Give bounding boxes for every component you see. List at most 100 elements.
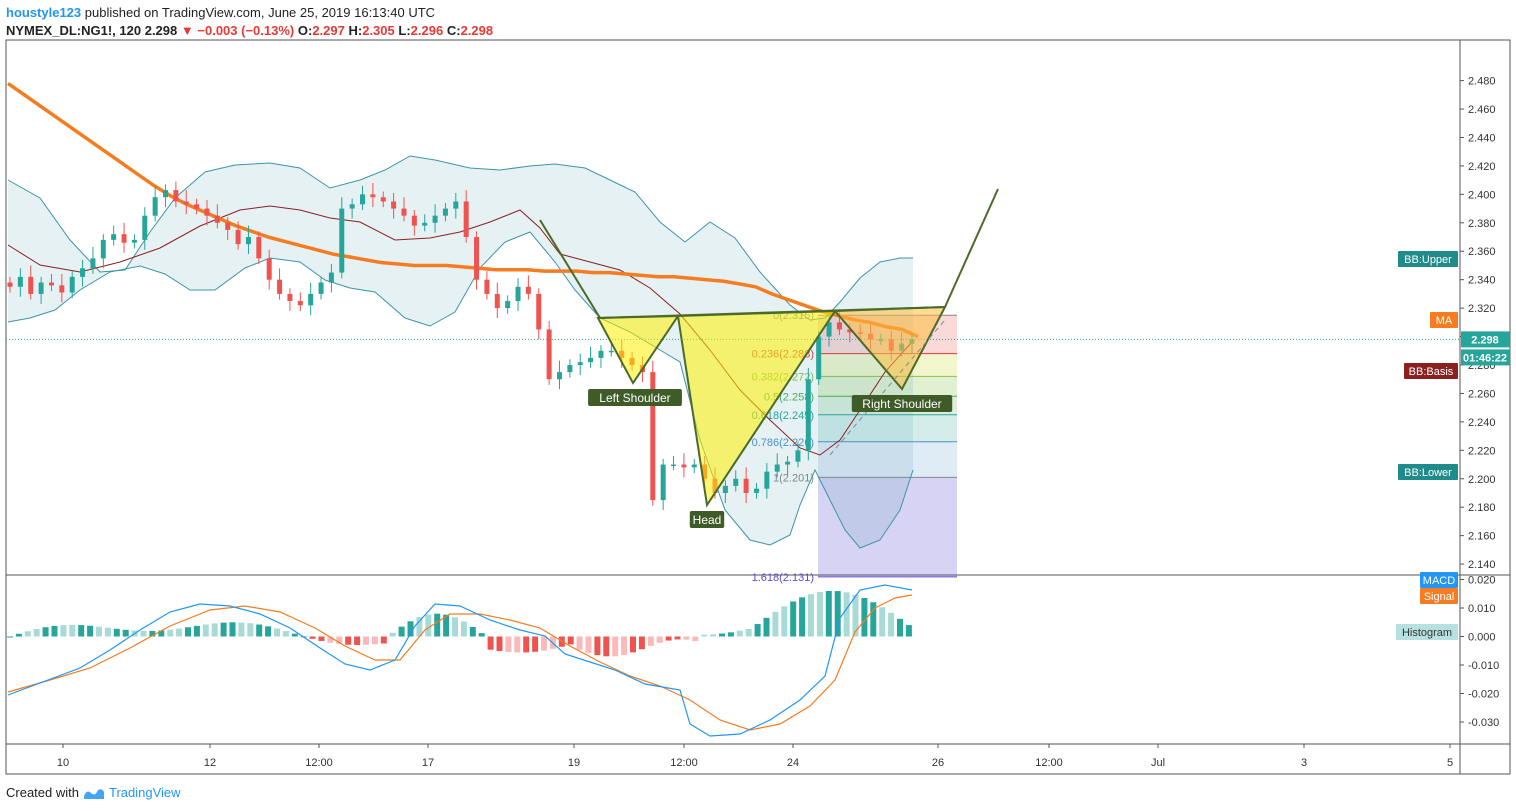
candle-body [795, 450, 801, 462]
macd-histogram-bar [719, 633, 725, 637]
time-tick-label: 10 [57, 757, 69, 769]
macd-histogram-bar [309, 636, 316, 639]
candle-body [588, 357, 594, 363]
macd-histogram-bar [291, 633, 298, 637]
macd-histogram-bar [701, 634, 708, 637]
author-name[interactable]: houstyle123 [6, 5, 82, 20]
fib-zone [818, 441, 957, 478]
macd-histogram-bar [861, 597, 868, 637]
down-arrow-icon: ▼ [180, 23, 194, 38]
right-shoulder-label-bg [851, 395, 953, 412]
candle-body [785, 461, 791, 465]
fib-level-label: 1.618(2.131) [752, 572, 814, 584]
candle-body [100, 239, 106, 259]
price-tick-label: 2.480 [1468, 76, 1496, 88]
fib-zone [818, 477, 957, 577]
candle-body [525, 286, 531, 294]
bb-lower-line [7, 231, 914, 549]
candle-body [733, 478, 739, 486]
macd-histogram-bar [407, 621, 414, 637]
macd-histogram-bar [754, 624, 761, 637]
macd-histogram-bar [33, 629, 40, 637]
macd-histogram-bar [834, 591, 841, 637]
macd-histogram-bar [140, 630, 147, 637]
head-label-bg [689, 511, 725, 528]
close-value: 2.298 [460, 23, 494, 38]
candle-body [297, 301, 303, 306]
candle-body [577, 362, 583, 365]
candle-body [266, 258, 272, 280]
macd-histogram-bar [363, 636, 369, 645]
candle-body [370, 194, 376, 198]
time-tick-label: 12:00 [1035, 757, 1063, 769]
macd-histogram-bar [96, 626, 102, 637]
current-price-tag: 2.298 [1471, 334, 1499, 346]
macd-signal-line [7, 594, 913, 731]
candle-body [474, 237, 480, 280]
signal-tag-bg [1420, 588, 1458, 604]
macd-histogram-bar [327, 636, 334, 643]
macd-histogram-bar [193, 625, 200, 637]
macd-histogram-bar [870, 602, 877, 637]
macd-histogram-bar [736, 630, 743, 637]
candle-body [422, 222, 428, 226]
macd-histogram-bar [87, 625, 94, 637]
macd-histogram-bar [274, 628, 280, 637]
price-change: −0.003 (−0.13%) [197, 23, 295, 38]
candle-body [681, 464, 687, 468]
macd-histogram-bar [763, 617, 770, 637]
candle-body [17, 276, 23, 287]
macd-histogram-bar [710, 634, 717, 637]
symbol-label: NYMEX_DL:NG1!, 120 [6, 23, 142, 38]
candle-body [484, 279, 490, 294]
price-tick-label: 2.380 [1468, 218, 1496, 230]
macd-histogram-bar [389, 632, 396, 637]
candle-body [722, 485, 728, 493]
bb-basis-line [7, 205, 913, 456]
price-chart[interactable]: 2.480 2.460 2.440 2.420 2.400 2.380 2.360 2.340… [0, 0, 1516, 780]
macd-histogram-bar [825, 590, 832, 637]
bb-basis-tag: BB:Basis [1409, 366, 1454, 378]
low-label: L: [398, 23, 411, 38]
candle-body [48, 282, 54, 286]
macd-histogram-bar [51, 625, 58, 637]
ma-tag-bg [1430, 312, 1458, 328]
macd-histogram-bar [799, 597, 806, 637]
macd-histogram-bar [247, 623, 254, 637]
macd-histogram-bar [202, 624, 209, 637]
bb-lower-tag-bg [1398, 464, 1458, 480]
macd-histogram-bar [371, 636, 378, 645]
candle-body [826, 322, 832, 337]
candle-body [380, 197, 386, 202]
bollinger-band-fill [8, 156, 913, 548]
candle-body [774, 464, 780, 472]
candle-body [432, 215, 438, 223]
macd-histogram-bar [282, 631, 289, 637]
macd-histogram-bar [496, 636, 503, 652]
macd-histogram-bar [238, 622, 245, 637]
created-with-label: Created with [6, 785, 79, 800]
candle-body [339, 208, 345, 273]
ohlc-row: NYMEX_DL:NG1!, 120 2.298 ▼ −0.003 (−0.13… [6, 22, 493, 40]
macd-histogram-bar [514, 636, 521, 653]
high-value: 2.305 [362, 23, 395, 38]
candle-body [546, 329, 552, 380]
left-shoulder-label: Left Shoulder [599, 391, 670, 405]
candle-body [567, 365, 573, 373]
tradingview-brand[interactable]: TradingView [108, 785, 181, 800]
macd-histogram-bar [656, 636, 663, 643]
candle-body [121, 234, 127, 243]
macd-histogram-bar [425, 614, 432, 637]
macd-histogram-bar [149, 630, 156, 637]
candle-body [650, 372, 656, 501]
macd-tick-label: 0.020 [1468, 575, 1496, 587]
macd-histogram-bar [674, 636, 681, 640]
candle-body [69, 276, 75, 293]
price-tick-label: 2.420 [1468, 161, 1496, 173]
fib-zone [818, 376, 957, 397]
macd-histogram-bar [665, 636, 672, 641]
candle-body [287, 293, 293, 302]
macd-histogram-bar [576, 636, 583, 650]
macd-histogram-bar [7, 636, 13, 638]
candle-body [836, 322, 842, 330]
